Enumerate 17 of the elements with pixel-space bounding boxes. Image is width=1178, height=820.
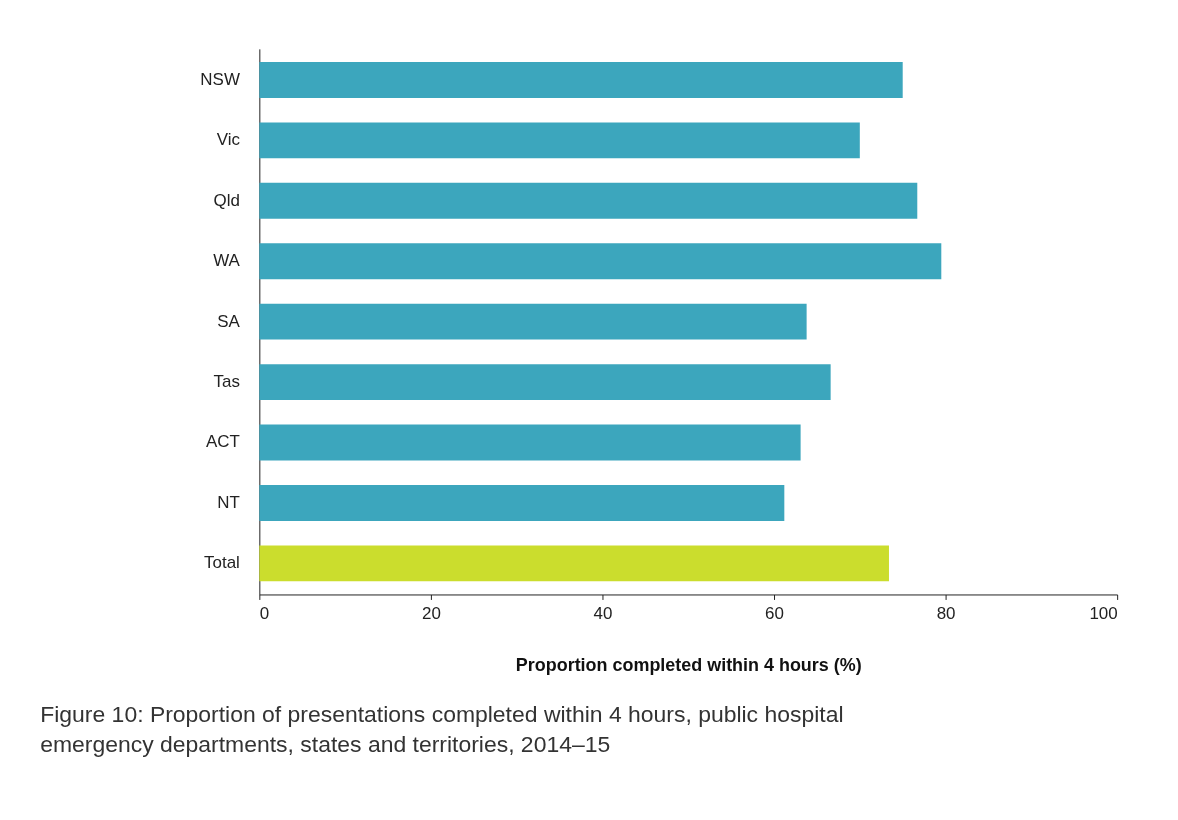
y-tick-label: Tas bbox=[213, 372, 240, 392]
y-tick-label: WA bbox=[213, 251, 241, 271]
x-tick-label: 80 bbox=[936, 603, 956, 623]
y-tick-label: SA bbox=[217, 311, 241, 331]
x-axis-title: Proportion completed within 4 hours (%) bbox=[515, 654, 862, 675]
x-tick-label: 60 bbox=[765, 603, 784, 623]
x-tick-label: 40 bbox=[593, 603, 613, 623]
y-tick-label: ACT bbox=[206, 432, 240, 452]
x-tick-label: 0 bbox=[259, 603, 270, 623]
y-tick-label: Vic bbox=[216, 130, 241, 150]
x-tick-label: 100 bbox=[1089, 603, 1118, 623]
text: Figure 10: Proportion of presentations completed within 4 hours, public hospital emergency departments, states and territories, 2014–15 bbox=[40, 701, 844, 758]
y-tick-label: Total bbox=[204, 553, 240, 573]
y-tick-label: NSW bbox=[200, 69, 240, 89]
y-tick-label: Qld bbox=[213, 190, 240, 210]
y-tick-label: NT bbox=[217, 492, 240, 512]
x-tick-label: 20 bbox=[421, 603, 441, 623]
